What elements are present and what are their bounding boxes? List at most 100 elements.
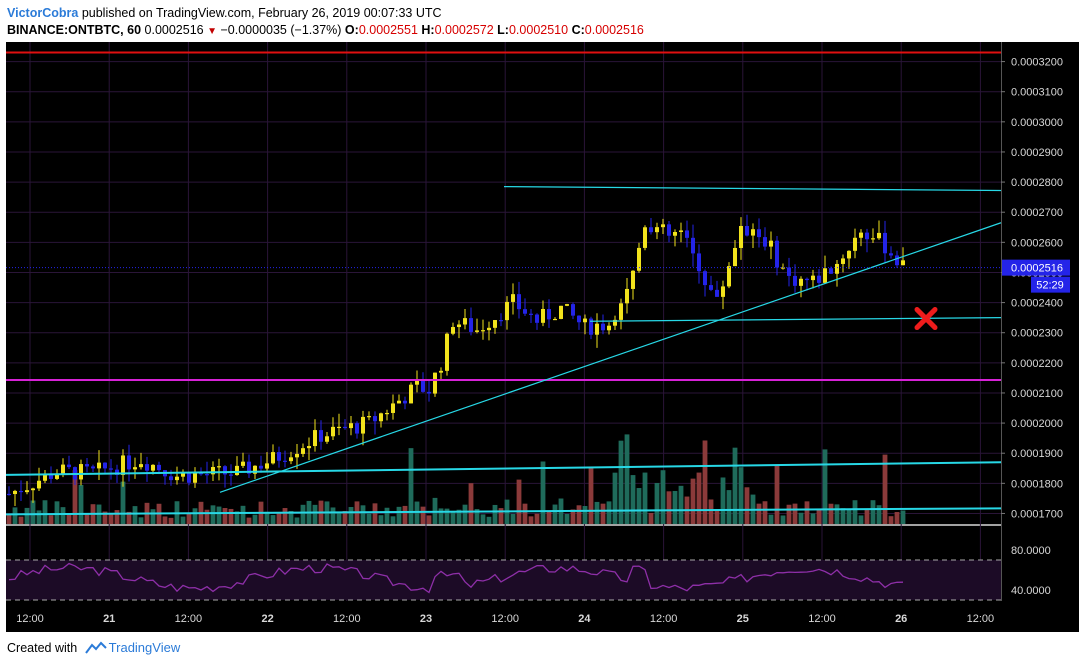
- candle-body: [769, 240, 773, 247]
- volume-bar: [138, 517, 144, 524]
- volume-bar: [372, 503, 378, 524]
- candle-body: [745, 225, 749, 236]
- high-value: 0.0002572: [434, 23, 494, 37]
- candle-body: [157, 464, 161, 471]
- volume-bar: [384, 507, 390, 524]
- volume-bar: [792, 503, 798, 524]
- volume-bar: [852, 500, 858, 524]
- close-label: C:: [571, 23, 585, 37]
- time-tick-label: 12:00: [650, 613, 678, 625]
- price-tick-label: 0.0002200: [1011, 358, 1063, 370]
- volume-bar: [84, 513, 90, 524]
- candle-body: [127, 455, 131, 470]
- candle-body: [403, 400, 407, 404]
- high-label: H:: [421, 23, 435, 37]
- candle-body: [289, 457, 293, 462]
- candle-body: [451, 327, 455, 334]
- candle-body: [571, 304, 575, 316]
- volume-bar: [774, 464, 780, 524]
- volume-bar: [168, 517, 174, 524]
- candle-body: [853, 237, 857, 251]
- chart-header: VictorCobra published on TradingView.com…: [7, 4, 1067, 40]
- volume-bar: [396, 506, 402, 524]
- mid-support-line: [589, 317, 1002, 322]
- candle-body: [577, 315, 581, 323]
- volume-bar: [528, 516, 534, 524]
- volume-bar: [474, 509, 480, 524]
- candle-body: [697, 253, 701, 272]
- candle-body: [343, 426, 347, 429]
- volume-bar: [762, 501, 768, 524]
- volume-bar: [462, 504, 468, 524]
- volume-bar: [132, 506, 138, 524]
- author-link[interactable]: VictorCobra: [7, 6, 79, 20]
- volume-bar: [516, 479, 522, 524]
- candle-body: [763, 237, 767, 247]
- candle-body: [463, 318, 467, 325]
- candle-body: [247, 461, 251, 474]
- volume-bar: [798, 512, 804, 524]
- candle-body: [895, 255, 899, 266]
- candle-body: [547, 308, 551, 320]
- candle-body: [883, 232, 887, 254]
- price-tick-label: 0.0002800: [1011, 177, 1063, 189]
- volume-bar: [786, 504, 792, 524]
- volume-bar: [636, 488, 642, 524]
- rsi-tick-label: 80.0000: [1011, 545, 1051, 557]
- candle-body: [349, 423, 353, 429]
- time-tick-label: 24: [578, 613, 591, 625]
- volume-bar: [252, 514, 258, 524]
- volume-bar: [456, 509, 462, 524]
- volume-bar: [270, 515, 276, 524]
- last-price-tag: [1002, 259, 1070, 276]
- candle-body: [433, 372, 437, 394]
- candle-body: [805, 278, 809, 281]
- candle-body: [181, 472, 185, 477]
- volume-bar: [546, 510, 552, 524]
- volume-bar: [222, 508, 228, 524]
- price-chart[interactable]: 0.0003200 0.0003100 0.0003000 0.0002900 0.00…: [0, 42, 1079, 632]
- volume-bar: [438, 508, 444, 524]
- candle-body: [835, 263, 839, 274]
- candle-body: [481, 330, 485, 332]
- candle-body: [25, 490, 29, 493]
- candle-body: [901, 260, 905, 266]
- candle-body: [439, 370, 443, 373]
- volume-bar: [702, 440, 708, 524]
- candle-body: [277, 452, 281, 461]
- volume-bar: [450, 512, 456, 524]
- volume-bar: [810, 513, 816, 524]
- price-tick-label: 0.0002400: [1011, 298, 1063, 310]
- candle-body: [79, 464, 83, 480]
- candle-body: [679, 230, 683, 233]
- candle-body: [823, 268, 827, 283]
- candle-body: [427, 391, 431, 394]
- price-tick-label: 0.0002000: [1011, 418, 1063, 430]
- volume-bar: [576, 505, 582, 524]
- volume-bar: [210, 505, 216, 524]
- candle-body: [121, 455, 125, 475]
- volume-bar: [672, 490, 678, 524]
- volume-bar: [216, 506, 222, 524]
- volume-bar: [714, 509, 720, 524]
- candle-body: [217, 466, 221, 468]
- candle-body: [871, 238, 875, 240]
- candle-body: [457, 324, 461, 328]
- price-axis-bg: [1001, 42, 1079, 601]
- volume-bar: [570, 509, 576, 524]
- candle-body: [211, 467, 215, 475]
- time-tick-label: 12:00: [333, 613, 361, 625]
- lower-channel-line: [5, 461, 1002, 476]
- candle-body: [361, 416, 365, 434]
- candle-body: [859, 232, 863, 238]
- time-tick-label: 21: [103, 613, 115, 625]
- volume-bar: [408, 448, 414, 524]
- candle-body: [301, 448, 305, 454]
- candle-body: [613, 319, 617, 326]
- time-tick-label: 12:00: [808, 613, 836, 625]
- volume-bar: [582, 506, 588, 524]
- price-tick-label: 0.0003000: [1011, 117, 1063, 129]
- volume-bar: [864, 510, 870, 524]
- tradingview-brand-link[interactable]: TradingView: [108, 640, 181, 655]
- candle-body: [97, 462, 101, 469]
